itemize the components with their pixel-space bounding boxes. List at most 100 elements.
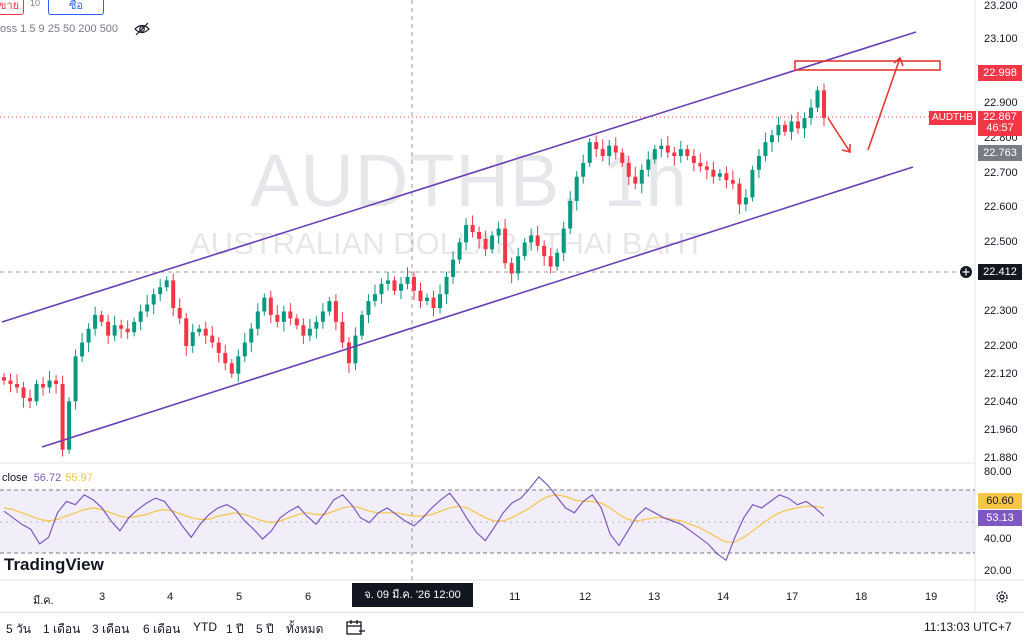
price-axis-label: 23.200 — [984, 0, 1018, 12]
candle-body — [808, 107, 813, 118]
price-axis-label: 22.500 — [984, 236, 1018, 248]
price-axis-label: 22.700 — [984, 167, 1018, 179]
candle-body — [275, 314, 280, 322]
add-plus-icon[interactable] — [958, 264, 974, 280]
rsi-line — [3, 476, 825, 562]
channel-upper-line — [1, 31, 917, 323]
candle-body — [145, 304, 150, 312]
candle-body — [431, 297, 436, 308]
range-5y[interactable]: 5 ปี — [256, 622, 274, 636]
down-arrow — [827, 117, 851, 153]
price-axis-label: 21.960 — [984, 424, 1018, 436]
candle-body — [21, 387, 26, 398]
time-axis-label: 4 — [167, 591, 174, 603]
candle-body — [177, 308, 182, 319]
sell-button[interactable]: ขาย — [0, 0, 24, 15]
candle-body — [353, 335, 358, 364]
candle-body — [210, 335, 215, 343]
candle-body — [425, 297, 430, 302]
range-1y[interactable]: 1 ปี — [226, 622, 244, 636]
range-1m[interactable]: 1 เดือน — [43, 622, 81, 636]
candle-body — [184, 318, 189, 346]
candle-body — [639, 169, 644, 184]
candle-body — [535, 235, 540, 246]
candle-body — [503, 228, 508, 264]
candle-body — [756, 156, 761, 170]
candle-body — [438, 294, 443, 308]
ma-legend[interactable]: oss 1 5 9 25 50 200 500 — [0, 23, 119, 35]
candle-body — [795, 121, 800, 129]
candle-body — [158, 287, 163, 295]
channel-lower-line — [41, 166, 914, 448]
range-ytd[interactable]: YTD — [193, 620, 217, 634]
date-range-calendar-icon[interactable] — [346, 619, 366, 635]
price-axis-label: 23.100 — [984, 33, 1018, 45]
candle-body — [646, 159, 651, 170]
candle-body — [522, 242, 527, 257]
candle-body — [262, 297, 267, 312]
annotation-arrows — [827, 56, 904, 154]
buy-button[interactable]: ซื้อ — [48, 0, 104, 15]
candle-body — [620, 152, 625, 163]
candle-body — [483, 238, 488, 250]
candle-body — [457, 242, 462, 260]
settings-gear-icon[interactable] — [995, 590, 1009, 604]
symbol-watermark: AUDTHB, 1h — [250, 139, 688, 222]
tradingview-logo[interactable]: TradingView — [4, 555, 104, 574]
candle-body — [340, 321, 345, 343]
time-axis-label: 6 — [305, 591, 312, 603]
clock-timezone[interactable]: 11:13:03 UTC+7 — [924, 620, 1012, 634]
candle-body — [288, 311, 293, 319]
rsi-axis-label: 20.00 — [984, 565, 1012, 577]
candle-body — [743, 197, 748, 205]
candle-body — [320, 311, 325, 322]
candle-body — [28, 397, 33, 402]
candle-body — [190, 332, 195, 346]
candle-body — [418, 290, 423, 302]
candle-body — [529, 235, 534, 243]
hide-eye-icon[interactable] — [134, 22, 150, 36]
rsi-value-tag: 53.13 — [978, 510, 1022, 526]
candle-body — [802, 118, 807, 129]
candle-body — [659, 145, 664, 150]
candle-body — [763, 142, 768, 156]
candle-body — [724, 173, 729, 181]
price-axis-label: 22.300 — [984, 305, 1018, 317]
candle-body — [106, 321, 111, 336]
candle-body — [815, 90, 820, 108]
price-axis-label: 22.900 — [984, 97, 1018, 109]
candle-body — [119, 325, 124, 329]
symbol-name-watermark: AUSTRALIAN DOLLAR / THAI BAHT — [190, 226, 705, 261]
price-axis-label: 21.880 — [984, 452, 1018, 464]
range-3m[interactable]: 3 เดือน — [92, 622, 130, 636]
rsi-legend-label: close — [2, 472, 28, 484]
time-axis-label: 14 — [717, 591, 730, 603]
candle-body — [776, 124, 781, 136]
range-5d[interactable]: 5 วัน — [6, 622, 31, 636]
rsi-legend-value: 56.72 — [33, 472, 62, 484]
candle-body — [41, 384, 46, 388]
candle-body — [229, 363, 234, 374]
crosshair-price-tag: 22.412 — [978, 264, 1022, 280]
range-6m[interactable]: 6 เดือน — [143, 622, 181, 636]
bar-countdown: 46:57 — [986, 122, 1014, 134]
candle-body — [132, 321, 137, 333]
candle-body — [2, 377, 6, 381]
candles — [2, 83, 826, 457]
time-axis-label: 13 — [648, 591, 661, 603]
price-axis-label: 22.040 — [984, 396, 1018, 408]
candle-body — [711, 169, 716, 177]
candle-body — [398, 283, 403, 291]
rsi-legend[interactable]: close 56.72 55.97 — [2, 472, 93, 484]
candle-body — [359, 314, 364, 336]
candle-body — [678, 149, 683, 156]
candle-body — [594, 142, 599, 150]
last-price-value: 22.867 — [983, 111, 1017, 123]
rsi-ma-tag: 60.60 — [978, 493, 1022, 509]
range-all[interactable]: ทั้งหมด — [286, 622, 324, 636]
candle-body — [405, 276, 410, 284]
candle-body — [255, 311, 260, 329]
candle-body — [281, 311, 286, 322]
candle-body — [516, 256, 521, 274]
